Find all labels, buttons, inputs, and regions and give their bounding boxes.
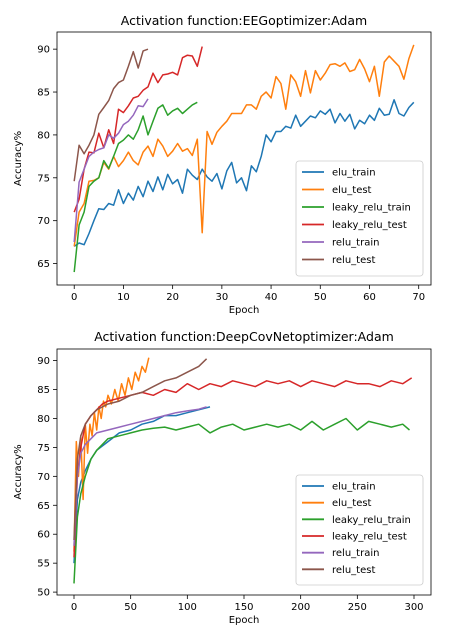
series-group [73,357,413,584]
legend-label: relu_test [332,565,375,576]
legend-label: elu_train [332,482,376,493]
legend-label: elu_test [332,498,372,509]
legend-label: leaky_relu_test [332,220,407,231]
series-line-leaky-relu-train [73,101,198,273]
legend-label: relu_train [332,238,379,249]
legend-label: leaky_relu_train [332,515,411,526]
x-tick-label: 150 [234,602,253,613]
y-tick-label: 90 [37,45,50,56]
legend-label: elu_test [332,185,372,196]
x-tick-label: 10 [117,292,130,303]
series-line-elu-test [73,357,150,552]
legend-label: leaky_relu_test [332,532,407,543]
y-tick-label: 75 [37,443,50,454]
y-tick-label: 60 [37,530,50,541]
x-tick-label: 20 [166,292,179,303]
x-axis-label: Epoch [229,615,260,626]
y-tick-label: 70 [37,216,50,227]
series-line-relu-test [73,48,149,182]
y-tick-label: 80 [37,414,50,425]
legend-label: relu_test [332,255,375,266]
y-axis-label: Accuracy% [13,444,24,499]
chart-title: Activation function:EEGoptimizer:Adam [121,13,367,28]
y-tick-label: 65 [37,259,50,270]
x-tick-label: 30 [215,292,228,303]
legend-label: leaky_relu_train [332,203,411,214]
x-tick-label: 250 [348,602,367,613]
y-tick-label: 70 [37,472,50,483]
plot-frame [56,31,432,286]
legend: elu_train elu_test leaky_relu_train leaky_r… [295,160,424,277]
series-line-relu-train [73,98,149,243]
x-tick-label: 300 [404,602,423,613]
chart-panel-2: Activation function:DeepCovNetoptimizer:… [13,329,432,626]
y-tick-label: 85 [37,385,50,396]
x-tick-label: 0 [71,602,77,613]
legend-label: elu_train [332,168,376,179]
legend: elu_train elu_test leaky_relu_train leaky_r… [295,474,424,586]
x-tick-label: 200 [291,602,310,613]
y-tick-label: 85 [37,88,50,99]
x-tick-label: 40 [265,292,278,303]
series-line-leaky-relu-test [73,46,203,213]
series-line-relu-train [73,406,207,546]
y-tick-label: 65 [37,501,50,512]
chart-title: Activation function:DeepCovNetoptimizer:… [94,329,394,344]
y-tick-label: 50 [37,588,50,599]
series-line-relu-test [73,358,208,541]
x-tick-label: 60 [363,292,376,303]
series-line-leaky-relu-test [73,377,413,558]
legend-box [295,474,424,586]
series-line-elu-test [73,44,415,247]
x-tick-label: 100 [178,602,197,613]
x-tick-label: 70 [412,292,425,303]
series-line-elu-train [73,99,415,248]
legend-box [295,160,424,277]
y-axis-label: Accuracy% [13,131,24,186]
series-group [73,44,415,273]
y-tick-label: 55 [37,559,50,570]
x-tick-label: 50 [314,292,327,303]
x-tick-label: 50 [124,602,137,613]
chart-panel-1: Activation function:EEGoptimizer:Adam 0 10… [13,13,432,316]
y-tick-label: 75 [37,173,50,184]
x-axis-label: Epoch [229,305,260,316]
y-tick-label: 80 [37,130,50,141]
y-tick-label: 90 [37,356,50,367]
series-line-leaky-relu-train [73,417,410,584]
legend-label: relu_train [332,548,379,559]
x-tick-label: 0 [71,292,77,303]
